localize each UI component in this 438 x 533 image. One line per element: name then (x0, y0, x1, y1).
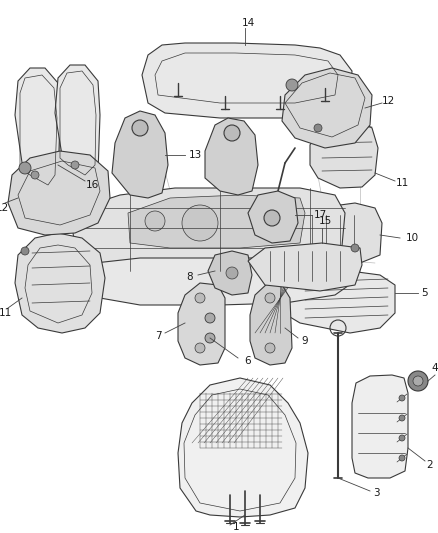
Circle shape (71, 161, 79, 169)
Polygon shape (310, 118, 378, 188)
Circle shape (256, 211, 284, 239)
Polygon shape (280, 271, 395, 333)
Polygon shape (72, 188, 345, 271)
Text: 11: 11 (396, 178, 409, 188)
Text: 10: 10 (406, 233, 419, 243)
Circle shape (205, 313, 215, 323)
Circle shape (224, 125, 240, 141)
Circle shape (195, 293, 205, 303)
Circle shape (399, 415, 405, 421)
Circle shape (351, 244, 359, 252)
Circle shape (145, 211, 165, 231)
Circle shape (31, 171, 39, 179)
Polygon shape (142, 43, 352, 118)
Text: 13: 13 (188, 150, 201, 160)
Circle shape (19, 162, 31, 174)
Circle shape (413, 376, 423, 386)
Polygon shape (15, 68, 60, 193)
Text: 11: 11 (0, 308, 12, 318)
Circle shape (399, 395, 405, 401)
Circle shape (21, 247, 29, 255)
Circle shape (314, 124, 322, 132)
Polygon shape (250, 283, 292, 365)
Text: 12: 12 (381, 96, 395, 106)
Circle shape (265, 293, 275, 303)
Text: 5: 5 (422, 288, 428, 298)
Polygon shape (128, 195, 305, 248)
Text: 16: 16 (85, 180, 99, 190)
Circle shape (286, 79, 298, 91)
Polygon shape (55, 65, 100, 183)
Circle shape (399, 435, 405, 441)
Text: 15: 15 (318, 216, 332, 226)
Text: 4: 4 (432, 363, 438, 373)
Polygon shape (352, 375, 408, 478)
Circle shape (205, 333, 215, 343)
Polygon shape (112, 111, 168, 198)
Circle shape (399, 455, 405, 461)
Text: 6: 6 (245, 356, 251, 366)
Text: 3: 3 (373, 488, 379, 498)
Text: 12: 12 (0, 203, 9, 213)
Polygon shape (8, 151, 110, 235)
Text: 7: 7 (155, 331, 161, 341)
Circle shape (408, 371, 428, 391)
Polygon shape (15, 233, 105, 333)
Circle shape (195, 343, 205, 353)
Polygon shape (248, 243, 362, 291)
Polygon shape (248, 191, 298, 243)
Text: 9: 9 (302, 336, 308, 346)
Text: 14: 14 (241, 18, 254, 28)
Polygon shape (205, 118, 258, 195)
Polygon shape (178, 283, 225, 365)
Circle shape (264, 210, 280, 226)
Text: 17: 17 (313, 210, 327, 220)
Circle shape (132, 120, 148, 136)
Circle shape (182, 205, 218, 241)
Polygon shape (75, 255, 355, 305)
Text: 1: 1 (233, 522, 239, 532)
Polygon shape (178, 378, 308, 517)
Polygon shape (282, 68, 372, 148)
Circle shape (226, 267, 238, 279)
Text: 8: 8 (187, 272, 193, 282)
Text: 2: 2 (427, 460, 433, 470)
Circle shape (265, 343, 275, 353)
Polygon shape (208, 251, 252, 295)
Polygon shape (298, 203, 382, 263)
